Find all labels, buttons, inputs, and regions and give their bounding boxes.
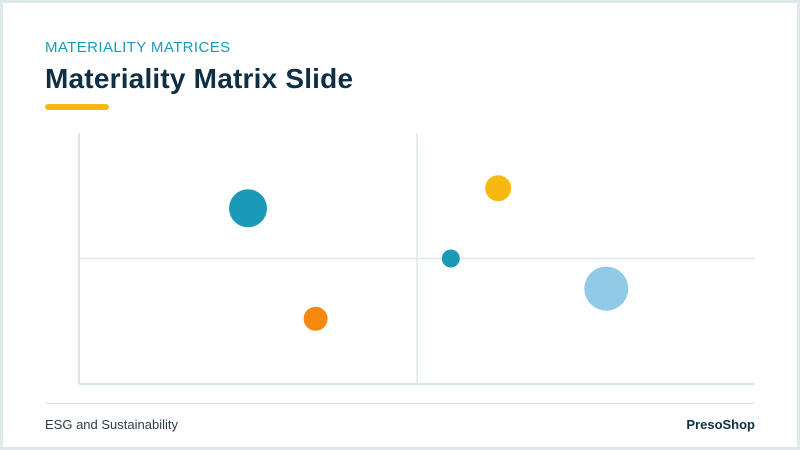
section-eyebrow: MATERIALITY MATRICES [45,39,231,56]
matrix-bubble-1 [229,189,267,228]
matrix-bubble-5 [584,266,629,311]
footer-topic: ESG and Sustainability [45,417,178,432]
title-underline [45,104,109,110]
matrix-bubble-3 [441,249,460,268]
matrix-axes [78,133,755,385]
materiality-matrix [78,133,755,385]
footer-brand: PresoShop [686,417,755,432]
matrix-bubble-4 [485,175,512,202]
slide: MATERIALITY MATRICES Materiality Matrix … [3,3,797,447]
matrix-points [229,175,629,331]
page-title: Materiality Matrix Slide [45,63,354,94]
footer-divider [45,403,755,404]
matrix-bubble-2 [303,306,328,331]
